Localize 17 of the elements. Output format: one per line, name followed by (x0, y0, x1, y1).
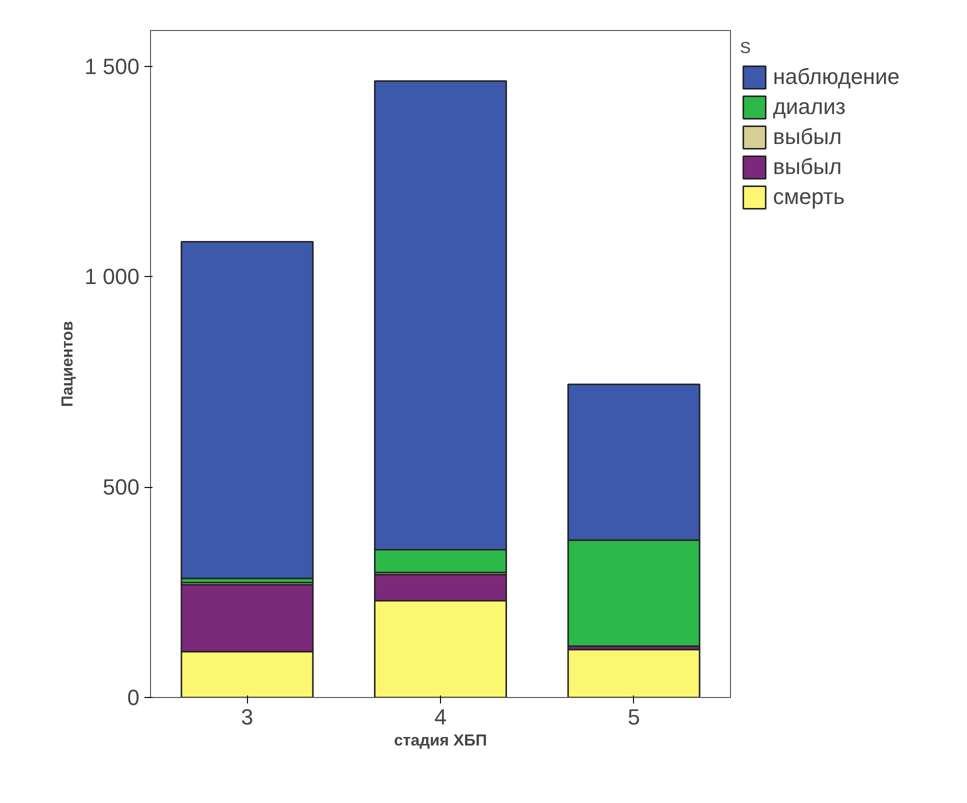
x-axis-title: стадия ХБП (394, 732, 488, 750)
x-tick-label: 5 (628, 704, 640, 730)
y-tick-label: 1 000 (84, 264, 140, 290)
y-tick-label: 1 500 (84, 54, 140, 79)
legend-title: S (740, 40, 752, 58)
y-axis-title: Пациентов (59, 320, 76, 407)
y-tick-label: 0 (127, 685, 140, 710)
bar (567, 648, 700, 698)
y-tick-label: 500 (102, 474, 140, 500)
x-tick-label: 3 (241, 704, 254, 730)
legend-label: диализ (773, 94, 846, 120)
x-tick-label: 4 (434, 704, 447, 730)
legend-label: выбыл (773, 124, 842, 150)
legend-label: наблюдение (773, 64, 900, 90)
legend-label: выбыл (773, 154, 842, 180)
legend-label: смерть (773, 184, 845, 210)
bar (180, 241, 314, 580)
